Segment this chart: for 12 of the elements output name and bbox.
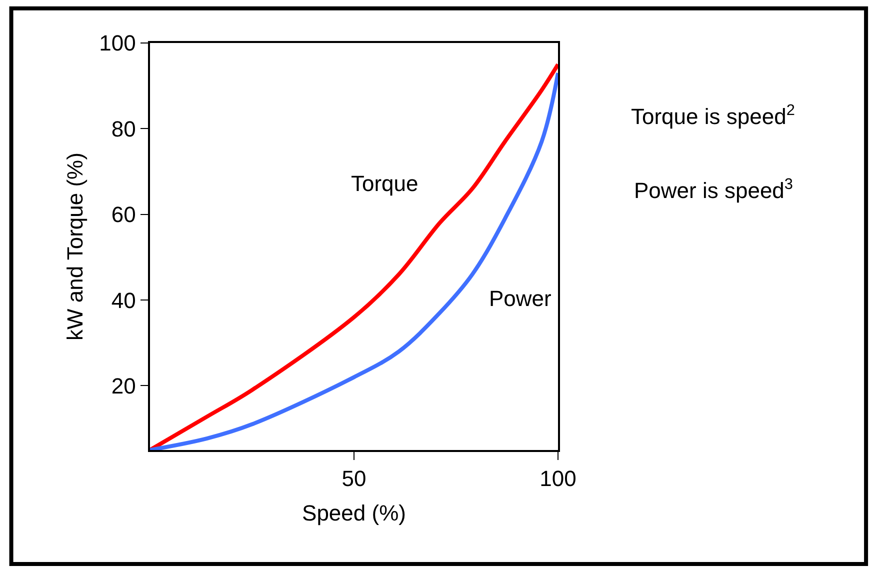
text: Torque is speed$^{2}$ xyxy=(631,102,795,130)
series-label: Power xyxy=(489,286,552,311)
x-tick-label: 50 xyxy=(342,466,366,492)
y-tick-label: 100 xyxy=(99,30,136,56)
series-label: Torque xyxy=(351,171,418,196)
text: Power is speed$^{3}$ xyxy=(634,176,793,204)
y-tick-label: 40 xyxy=(111,288,136,313)
y-tick-label: 80 xyxy=(111,116,136,142)
y-axis-title: kW and Torque (%) xyxy=(62,152,88,340)
x-axis-title: Speed (%) xyxy=(302,500,406,526)
y-tick-label: 60 xyxy=(111,202,136,228)
y-tick-label: 20 xyxy=(111,373,136,398)
